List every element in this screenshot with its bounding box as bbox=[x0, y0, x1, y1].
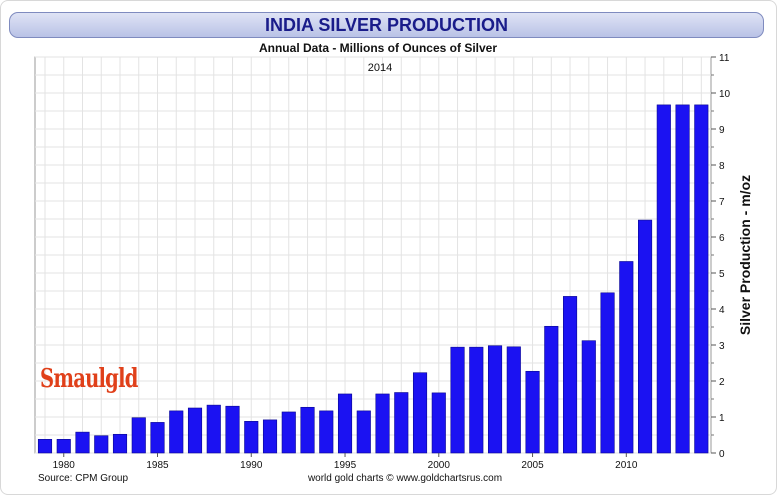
smaulgld-logo: Smaulgld bbox=[40, 364, 138, 394]
bar bbox=[187, 407, 203, 454]
y-tick-label: 0 bbox=[719, 449, 725, 460]
bar bbox=[225, 405, 240, 454]
bar bbox=[638, 219, 653, 454]
x-axis-ticks: 1980 1985 1990 1995 2000 2005 2010 bbox=[53, 453, 638, 471]
bar bbox=[300, 406, 315, 454]
bar bbox=[319, 410, 334, 454]
x-tick-label: 2005 bbox=[521, 460, 544, 471]
bar bbox=[619, 261, 634, 454]
bar bbox=[525, 370, 540, 454]
source-note: Source: CPM Group bbox=[38, 473, 128, 484]
bar bbox=[656, 104, 671, 454]
gridlines bbox=[35, 56, 711, 454]
bar bbox=[412, 372, 428, 454]
x-tick-label: 2000 bbox=[428, 460, 451, 471]
bar bbox=[581, 340, 596, 454]
bar bbox=[356, 410, 371, 454]
x-tick-label: 1980 bbox=[53, 460, 76, 471]
bar bbox=[37, 439, 53, 454]
bar bbox=[94, 435, 109, 454]
bar bbox=[469, 346, 484, 454]
x-tick-label: 1995 bbox=[334, 460, 357, 471]
bar bbox=[394, 392, 409, 454]
bar bbox=[206, 404, 221, 454]
credit-note: world gold charts © www.goldchartsrus.co… bbox=[307, 473, 502, 484]
bar bbox=[169, 410, 184, 454]
y-tick-label: 3 bbox=[719, 341, 725, 352]
y-tick-label: 1 bbox=[719, 413, 725, 424]
y-tick-label: 4 bbox=[719, 305, 725, 316]
bar bbox=[112, 433, 128, 454]
x-tick-label: 1990 bbox=[240, 460, 263, 471]
year-label: 2014 bbox=[368, 62, 392, 74]
bar bbox=[694, 104, 709, 454]
bar bbox=[506, 346, 521, 454]
bar bbox=[75, 431, 90, 454]
bar bbox=[487, 345, 503, 454]
bar bbox=[244, 421, 259, 454]
bar bbox=[131, 417, 146, 454]
bar bbox=[675, 104, 690, 454]
x-tick-label: 2010 bbox=[615, 460, 638, 471]
title-bar: INDIA SILVER PRODUCTION bbox=[9, 12, 764, 38]
y-axis-ticks: 0 1 2 3 4 5 6 7 8 9 10 11 bbox=[711, 53, 731, 460]
y-tick-label: 11 bbox=[719, 53, 730, 64]
bar bbox=[431, 392, 446, 454]
chart-subtitle: Annual Data - Millions of Ounces of Silv… bbox=[259, 41, 497, 55]
bar bbox=[450, 346, 465, 454]
bar bbox=[262, 419, 278, 454]
y-tick-label: 7 bbox=[719, 197, 725, 208]
y-tick-label: 6 bbox=[719, 233, 725, 244]
bar bbox=[544, 325, 559, 454]
bar bbox=[281, 411, 296, 454]
bar bbox=[562, 296, 578, 454]
x-tick-label: 1985 bbox=[146, 460, 169, 471]
y-tick-label: 8 bbox=[719, 161, 725, 172]
y-axis-label: Silver Production - m/oz bbox=[737, 175, 753, 335]
y-tick-label: 5 bbox=[719, 269, 725, 280]
bar bbox=[375, 393, 390, 454]
y-tick-label: 2 bbox=[719, 377, 725, 388]
bar bbox=[337, 393, 353, 454]
chart-title: INDIA SILVER PRODUCTION bbox=[264, 15, 508, 35]
bars bbox=[37, 104, 709, 454]
bar bbox=[150, 422, 165, 454]
bar bbox=[56, 439, 71, 454]
y-tick-label: 9 bbox=[719, 125, 725, 136]
y-tick-label: 10 bbox=[719, 89, 731, 100]
bar bbox=[600, 292, 615, 454]
